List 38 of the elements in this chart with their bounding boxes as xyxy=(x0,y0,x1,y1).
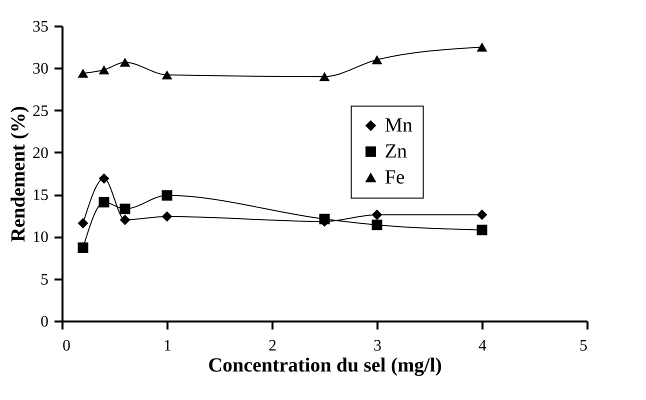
point xyxy=(319,72,330,82)
y-axis-title: Rendement (%) xyxy=(8,106,30,242)
point xyxy=(78,218,88,228)
y-tick-label: 5 xyxy=(40,271,48,288)
point xyxy=(98,196,110,208)
point xyxy=(372,220,382,230)
y-tick-label: 30 xyxy=(32,60,48,78)
x-tick-label: 1 xyxy=(164,338,172,354)
legend-label: Mn xyxy=(384,114,413,137)
x-tick-label: 3 xyxy=(374,338,382,354)
point xyxy=(120,204,130,214)
legend-label: Fe xyxy=(384,166,405,189)
x-axis-title: Concentration du sel (mg/l) xyxy=(208,354,442,376)
x-tick-label: 4 xyxy=(478,338,486,354)
y-tick-label: 35 xyxy=(32,18,48,36)
point xyxy=(98,173,110,184)
point xyxy=(78,68,88,78)
point xyxy=(120,58,130,67)
y-tick-label: 10 xyxy=(32,229,48,246)
y-tick-label: 20 xyxy=(32,144,48,162)
x-tick-label: 2 xyxy=(268,338,276,354)
point xyxy=(78,242,88,253)
point xyxy=(476,42,488,52)
point xyxy=(120,214,130,226)
y-tick-label: 0 xyxy=(40,314,48,330)
y-tick-label: 25 xyxy=(32,102,48,120)
point xyxy=(476,210,488,220)
point xyxy=(162,70,172,80)
point xyxy=(476,224,488,236)
point xyxy=(162,211,172,222)
y-tick-label: 15 xyxy=(32,187,48,204)
x-tick-label: 0 xyxy=(62,338,70,354)
point xyxy=(372,210,382,220)
x-tick-label: 5 xyxy=(580,338,588,354)
legend-label: Zn xyxy=(384,140,407,163)
point xyxy=(162,190,172,201)
point xyxy=(372,55,382,64)
point xyxy=(98,65,110,74)
